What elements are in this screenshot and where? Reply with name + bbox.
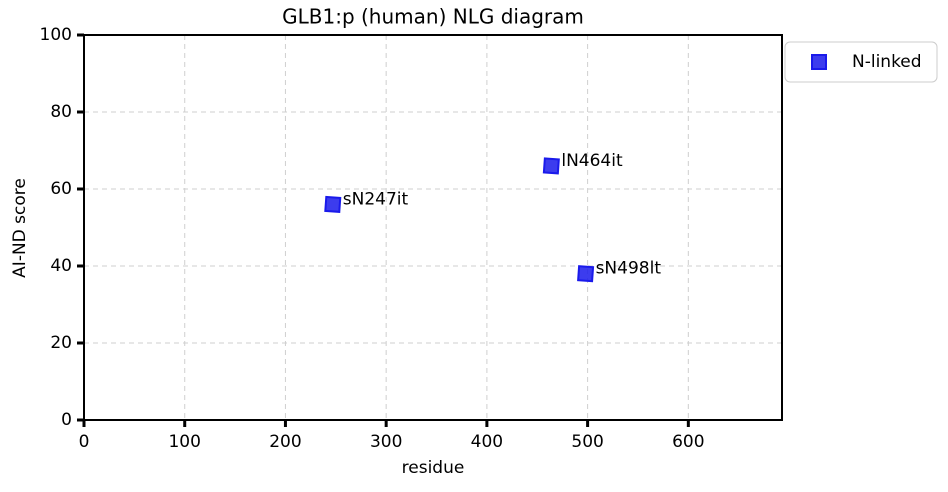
point-label: lN464it (561, 151, 623, 171)
legend-marker (811, 54, 827, 70)
x-tick-label: 400 (471, 432, 503, 452)
y-tick-label: 60 (50, 179, 72, 199)
y-tick-label: 100 (40, 25, 72, 45)
point (324, 195, 342, 213)
x-tick-label: 200 (269, 432, 301, 452)
x-axis-label: residue (402, 458, 465, 478)
plot-frame (83, 34, 783, 421)
x-tick-label: 600 (672, 432, 704, 452)
x-tick-label: 500 (571, 432, 603, 452)
y-tick-label: 40 (50, 256, 72, 276)
legend-label: N-linked (852, 52, 922, 72)
point (542, 157, 560, 175)
x-tick-label: 0 (79, 432, 90, 452)
chart-title: GLB1:p (human) NLG diagram (282, 5, 584, 29)
x-tick-label: 100 (168, 432, 200, 452)
point (577, 265, 595, 283)
legend-box (784, 41, 938, 83)
y-tick-label: 20 (50, 333, 72, 353)
y-tick-label: 80 (50, 102, 72, 122)
point-label: sN247it (343, 189, 409, 209)
y-axis-label: AI-ND score (10, 178, 30, 278)
point-label: sN498lt (596, 259, 662, 279)
y-tick-label: 0 (61, 410, 72, 430)
x-tick-label: 300 (370, 432, 402, 452)
